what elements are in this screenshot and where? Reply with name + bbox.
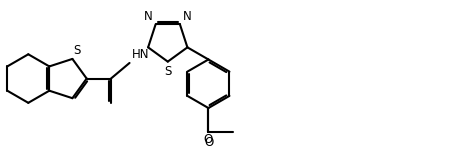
Text: HN: HN xyxy=(132,48,150,61)
Text: N: N xyxy=(144,10,152,23)
Text: N: N xyxy=(183,10,192,23)
Text: O: O xyxy=(205,136,214,149)
Text: S: S xyxy=(74,44,81,57)
Text: O: O xyxy=(204,133,213,146)
Text: S: S xyxy=(164,65,171,78)
